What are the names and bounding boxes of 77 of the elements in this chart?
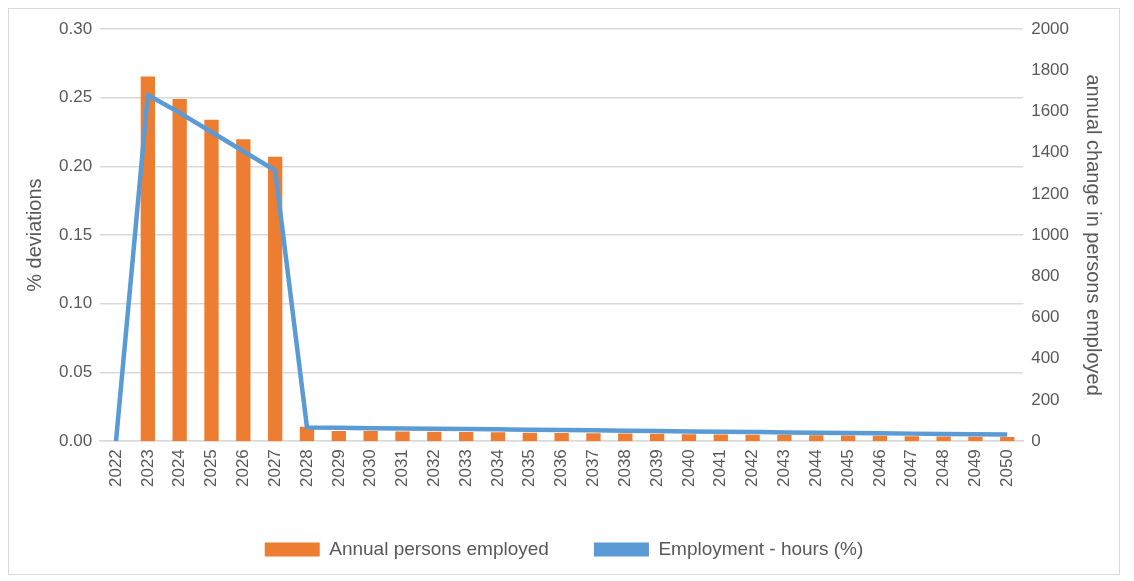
bar bbox=[777, 435, 792, 442]
x-tick-label: 2047 bbox=[901, 449, 921, 488]
y-tick-label: 0.00 bbox=[58, 430, 93, 450]
y2-tick-label: 800 bbox=[1031, 266, 1060, 285]
y2-tick-label: 400 bbox=[1031, 348, 1060, 368]
x-tick-label: 2022 bbox=[105, 449, 125, 488]
x-tick-label: 2033 bbox=[455, 449, 475, 488]
bar bbox=[522, 432, 537, 442]
bar bbox=[904, 436, 919, 442]
bar bbox=[649, 433, 665, 442]
y2-tick-label: 0 bbox=[1031, 430, 1041, 450]
x-tick-label: 2048 bbox=[933, 449, 953, 488]
x-tick-label: 2030 bbox=[360, 449, 380, 488]
x-tick-label: 2028 bbox=[296, 449, 316, 488]
y2-axis-title: annual change in persons employed bbox=[1083, 74, 1106, 396]
bar bbox=[554, 432, 569, 442]
bar bbox=[395, 431, 410, 442]
x-tick-label: 2050 bbox=[996, 449, 1016, 488]
legend-label: Annual persons employed bbox=[329, 537, 549, 559]
y2-tick-label: 1200 bbox=[1031, 183, 1070, 203]
y-tick-label: 0.15 bbox=[58, 224, 93, 244]
bar bbox=[745, 434, 760, 442]
bar bbox=[618, 433, 633, 442]
bar bbox=[363, 431, 378, 442]
y-tick-label: 0.10 bbox=[58, 293, 93, 313]
x-tick-label: 2042 bbox=[742, 449, 762, 488]
bar bbox=[236, 139, 251, 442]
x-tick-label: 2044 bbox=[805, 449, 825, 488]
y2-tick-label: 600 bbox=[1031, 307, 1060, 327]
y-tick-label: 0.20 bbox=[58, 156, 93, 176]
y2-tick-label: 200 bbox=[1031, 389, 1060, 409]
x-tick-label: 2034 bbox=[487, 449, 507, 488]
x-tick-label: 2040 bbox=[678, 449, 698, 488]
y2-tick-label: 1400 bbox=[1031, 142, 1070, 162]
bar bbox=[140, 76, 155, 442]
x-tick-label: 2025 bbox=[201, 449, 221, 488]
bar bbox=[1000, 437, 1015, 442]
bar bbox=[586, 433, 601, 442]
bar bbox=[872, 435, 888, 442]
bar bbox=[204, 119, 219, 442]
x-tick-label: 2037 bbox=[583, 449, 603, 488]
bar bbox=[713, 434, 728, 442]
x-tick-label: 2038 bbox=[614, 449, 634, 488]
x-tick-label: 2031 bbox=[392, 449, 412, 488]
x-tick-label: 2046 bbox=[869, 449, 889, 488]
bar bbox=[968, 436, 983, 442]
y-tick-label: 0.05 bbox=[58, 362, 93, 382]
x-tick-label: 2029 bbox=[328, 449, 348, 488]
x-tick-label: 2032 bbox=[424, 449, 443, 488]
bar bbox=[458, 432, 474, 442]
bar bbox=[936, 436, 951, 442]
bar bbox=[172, 99, 187, 442]
x-tick-label: 2027 bbox=[264, 449, 284, 488]
x-tick-label: 2023 bbox=[137, 449, 157, 488]
bar bbox=[681, 434, 697, 442]
x-tick-label: 2024 bbox=[169, 449, 189, 488]
bar bbox=[809, 435, 824, 442]
y-tick-label: 0.25 bbox=[58, 87, 93, 107]
y2-tick-label: 2000 bbox=[1031, 18, 1070, 38]
y-axis-title: % deviations bbox=[22, 178, 45, 292]
y2-tick-label: 1800 bbox=[1031, 59, 1070, 79]
bar bbox=[490, 432, 506, 442]
x-tick-label: 2045 bbox=[837, 449, 857, 488]
x-tick-label: 2039 bbox=[646, 449, 666, 488]
bar bbox=[268, 156, 283, 442]
x-tick-label: 2049 bbox=[965, 449, 985, 488]
y2-tick-label: 1000 bbox=[1031, 224, 1070, 244]
legend-label: Employment - hours (%) bbox=[658, 537, 864, 559]
bar bbox=[331, 430, 346, 442]
x-tick-label: 2035 bbox=[519, 449, 539, 488]
y2-tick-label: 1600 bbox=[1031, 101, 1070, 121]
x-tick-label: 2043 bbox=[774, 449, 794, 488]
x-tick-label: 2036 bbox=[551, 449, 571, 488]
x-tick-label: 2041 bbox=[710, 449, 730, 488]
y-tick-label: 0.30 bbox=[58, 18, 93, 38]
x-tick-label: 2026 bbox=[233, 449, 253, 488]
bar bbox=[427, 431, 442, 442]
